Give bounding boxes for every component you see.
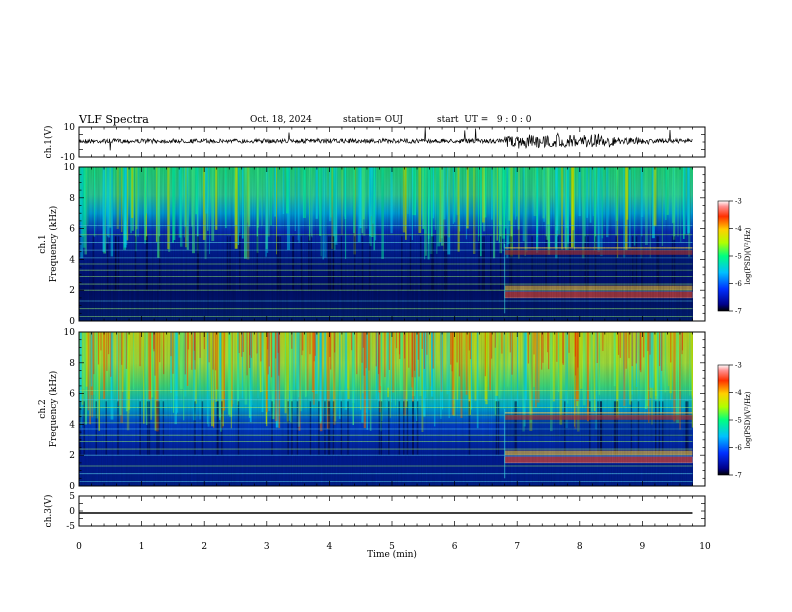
x-tick-label: 2 bbox=[201, 542, 207, 552]
colorbar-ch2-label: log(PSD)(V²/Hz) bbox=[744, 391, 752, 448]
y-tick-label: 5 bbox=[69, 492, 75, 502]
y-tick-label: 0 bbox=[69, 507, 75, 517]
x-tick-label: 3 bbox=[264, 542, 270, 552]
date-label: Oct. 18, 2024 bbox=[250, 115, 312, 125]
y-tick-label: -10 bbox=[61, 153, 76, 163]
colorbar-tick-label: -6 bbox=[735, 444, 742, 452]
start-time-label: start UT = 9 : 0 : 0 bbox=[437, 115, 532, 125]
x-tick-label: 9 bbox=[640, 542, 646, 552]
y-tick-label: 2 bbox=[69, 451, 75, 461]
colorbar-tick-label: -7 bbox=[735, 472, 742, 480]
chart-title: VLF Spectra bbox=[79, 113, 149, 126]
x-tick-label: 10 bbox=[699, 542, 711, 552]
colorbar-ch1: -3 -4 -5 -6 -7 log(PSD)(V²/Hz) bbox=[717, 198, 752, 316]
ch2-spectrogram-ylabel-2: Frequency (kHz) bbox=[48, 371, 59, 448]
y-tick-label: 6 bbox=[69, 225, 75, 235]
ch1-waveform-ylabel: ch.1(V) bbox=[43, 126, 54, 159]
y-tick-label: 0 bbox=[69, 317, 75, 327]
x-tick-label: 1 bbox=[139, 542, 145, 552]
colorbar-ch1-label: log(PSD)(V²/Hz) bbox=[744, 227, 752, 284]
colorbar-tick-label: -5 bbox=[735, 253, 742, 261]
ch2-spectrogram-ylabel-1: ch.2 bbox=[38, 399, 48, 418]
x-tick-label: 5 bbox=[389, 542, 395, 552]
colorbar-tick-label: -6 bbox=[735, 280, 742, 288]
y-tick-label: 10 bbox=[64, 328, 76, 338]
y-tick-label: 4 bbox=[69, 420, 75, 430]
station-label: station= OUJ bbox=[343, 115, 404, 125]
colorbar-tick-label: -4 bbox=[735, 389, 742, 397]
colorbar-tick-label: -4 bbox=[735, 225, 742, 233]
x-tick-label: 8 bbox=[577, 542, 583, 552]
y-tick-label: 10 bbox=[64, 163, 76, 173]
ch3-waveform-ylabel: ch.3(V) bbox=[43, 495, 54, 528]
colorbar-tick-label: -5 bbox=[735, 417, 742, 425]
x-tick-label: 4 bbox=[327, 542, 333, 552]
ch1-waveform-series bbox=[78, 127, 693, 151]
ch2-spectrogram-panel bbox=[78, 331, 706, 487]
y-tick-label: 6 bbox=[69, 390, 75, 400]
ch1-spectrogram-ylabel-2: Frequency (kHz) bbox=[48, 206, 59, 283]
y-tick-label: 0 bbox=[69, 482, 75, 492]
x-tick-label: 7 bbox=[514, 542, 520, 552]
x-tick-label: 6 bbox=[452, 542, 458, 552]
y-tick-label: 4 bbox=[69, 255, 75, 265]
colorbar-tick-label: -3 bbox=[735, 362, 742, 370]
ch1-spectrogram-ylabel-1: ch.1 bbox=[38, 234, 48, 253]
y-tick-label: 8 bbox=[69, 194, 75, 204]
colorbar-ch2: -3 -4 -5 -6 -7 log(PSD)(V²/Hz) bbox=[717, 362, 752, 480]
x-tick-label: 0 bbox=[76, 542, 82, 552]
y-tick-label: 8 bbox=[69, 359, 75, 369]
colorbar-tick-label: -3 bbox=[735, 198, 742, 206]
y-tick-label: -5 bbox=[66, 522, 75, 532]
y-tick-label: 10 bbox=[64, 123, 76, 133]
x-axis-label: Time (min) bbox=[367, 549, 417, 560]
y-tick-label: 2 bbox=[69, 286, 75, 296]
ch1-spectrogram-panel bbox=[78, 166, 706, 322]
colorbar-tick-label: -7 bbox=[735, 308, 742, 316]
